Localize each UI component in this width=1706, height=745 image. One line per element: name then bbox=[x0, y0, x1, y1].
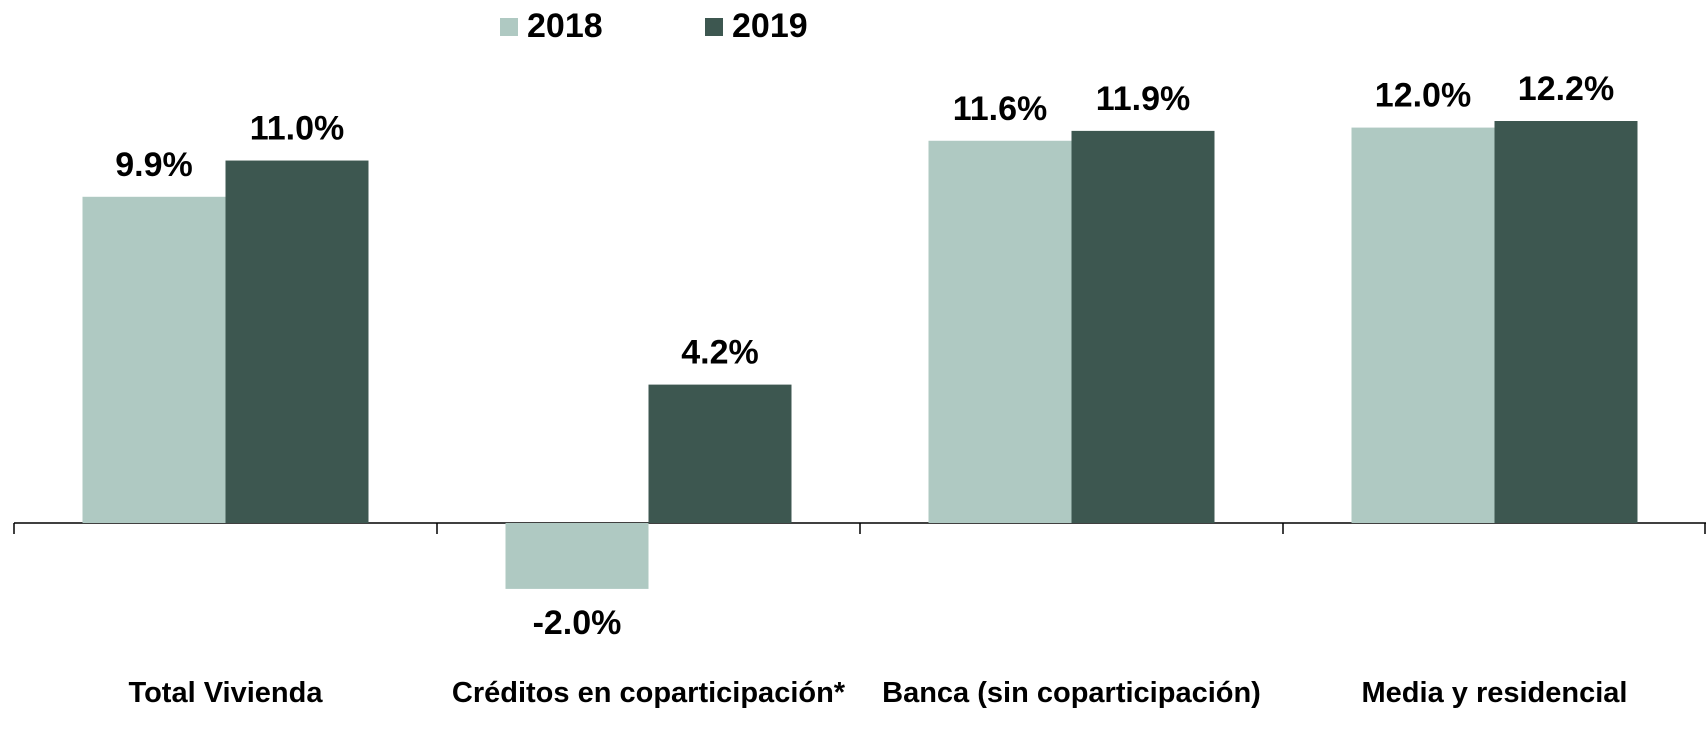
bar bbox=[928, 140, 1072, 523]
value-label: 11.6% bbox=[953, 90, 1048, 128]
x-tick-label: Total Vivienda bbox=[128, 677, 323, 709]
bar bbox=[1351, 127, 1495, 524]
value-label: 11.9% bbox=[1096, 80, 1191, 118]
value-label: 9.9% bbox=[115, 146, 193, 184]
bar bbox=[82, 196, 226, 524]
x-tick-label: Créditos en coparticipación* bbox=[451, 677, 846, 709]
value-label: 12.0% bbox=[1375, 77, 1471, 115]
x-tick-label: Banca (sin coparticipación) bbox=[882, 677, 1261, 709]
bar bbox=[1071, 130, 1215, 523]
bar bbox=[505, 523, 649, 589]
legend-label: 2018 bbox=[527, 7, 603, 45]
x-tick-label: Media y residencial bbox=[1361, 677, 1628, 709]
value-label: 12.2% bbox=[1518, 70, 1614, 108]
value-label: -2.0% bbox=[533, 604, 622, 642]
value-label: 11.0% bbox=[250, 110, 345, 148]
bar bbox=[648, 384, 792, 523]
bar bbox=[1494, 121, 1638, 523]
legend-swatch bbox=[500, 18, 518, 36]
legend-swatch bbox=[705, 18, 723, 36]
bar bbox=[225, 160, 369, 523]
legend-label: 2019 bbox=[732, 7, 808, 45]
value-label: 4.2% bbox=[681, 334, 759, 372]
